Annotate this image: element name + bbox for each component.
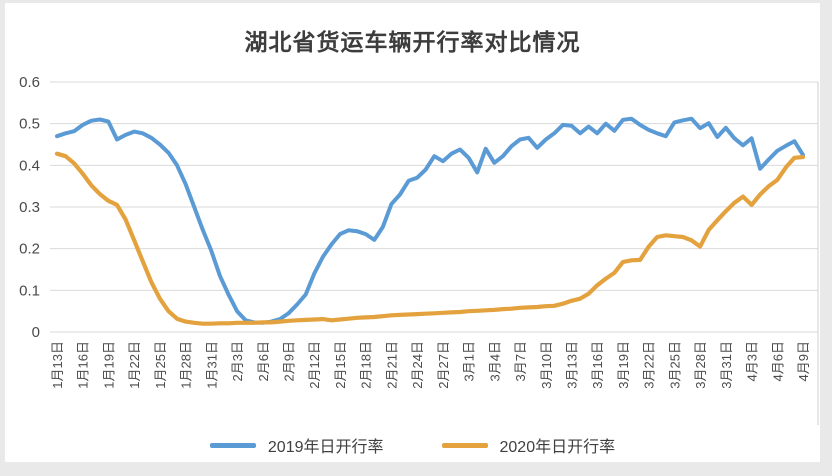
y-axis-label: 0.6: [19, 74, 40, 91]
x-axis-label: 3月25日: [667, 341, 682, 389]
x-axis-label: 2月18日: [359, 341, 374, 389]
x-axis-label: 1月19日: [101, 341, 116, 389]
chart-surface: 湖北省货运车辆开行率对比情况 0 0.1 0.2 0.3 0.4 0.5 0.6 1月13日 1…: [5, 3, 820, 462]
x-axis-label: 1月25日: [153, 341, 168, 389]
chart-title: 湖北省货运车辆开行率对比情况: [244, 29, 581, 55]
y-axis-label: 0.2: [19, 241, 40, 258]
x-axis-label: 3月4日: [487, 341, 502, 381]
x-axis-label: 2月6日: [256, 341, 271, 381]
legend-item-2019: 2019年日开行率: [209, 433, 384, 457]
x-axis-label: 3月31日: [719, 341, 734, 389]
x-axis-label: 4月9日: [796, 341, 811, 381]
legend-label-2019: 2019年日开行率: [267, 439, 384, 456]
y-axis-label: 0.5: [19, 116, 40, 133]
chart-legend: 2019年日开行率 2020年日开行率: [5, 433, 820, 457]
x-axis-label: 2月24日: [410, 341, 425, 389]
legend-line-swatch-2020: [441, 442, 488, 448]
x-axis-label: 2月21日: [384, 341, 399, 389]
line-chart-plot: 0 0.1 0.2 0.3 0.4 0.5 0.6 1月13日 1月16日 1月19日 1月22日 1…: [19, 74, 819, 425]
x-axis-label: 3月1日: [462, 341, 477, 381]
y-axis-label: 0.3: [19, 199, 40, 216]
x-axis-label: 3月10日: [539, 341, 554, 389]
x-axis-label: 2月3日: [230, 341, 245, 381]
x-axis-label: 2月15日: [333, 341, 348, 389]
legend-label-2020: 2020年日开行率: [499, 439, 616, 456]
x-axis-label: 1月16日: [76, 341, 91, 389]
x-axis-label: 3月28日: [693, 341, 708, 389]
x-axis-label: 3月19日: [616, 341, 631, 389]
x-axis-label: 3月13日: [564, 341, 579, 389]
x-axis-label: 2月12日: [307, 341, 322, 389]
x-axis-label: 1月22日: [127, 341, 142, 389]
y-axis-label: 0.1: [19, 282, 40, 299]
series-line-2019: [55, 116, 805, 325]
x-axis-label: 3月16日: [590, 341, 605, 389]
x-axis-label: 4月3日: [745, 341, 760, 381]
series-line-2020: [54, 151, 806, 326]
x-axis-label: 4月6日: [770, 341, 785, 381]
legend-line-swatch-2019: [209, 442, 256, 448]
x-axis-label: 1月31日: [204, 341, 219, 389]
x-axis-label: 2月27日: [436, 341, 451, 389]
y-axis-label: 0: [32, 324, 40, 341]
x-axis-label: 3月7日: [513, 341, 528, 381]
x-axis-label: 1月28日: [179, 341, 194, 389]
x-axis-label: 3月22日: [642, 341, 657, 389]
y-axis-label: 0.4: [19, 157, 40, 174]
x-axis-label: 1月13日: [50, 341, 65, 389]
x-axis-label: 2月9日: [282, 341, 297, 381]
legend-item-2020: 2020年日开行率: [441, 433, 616, 457]
